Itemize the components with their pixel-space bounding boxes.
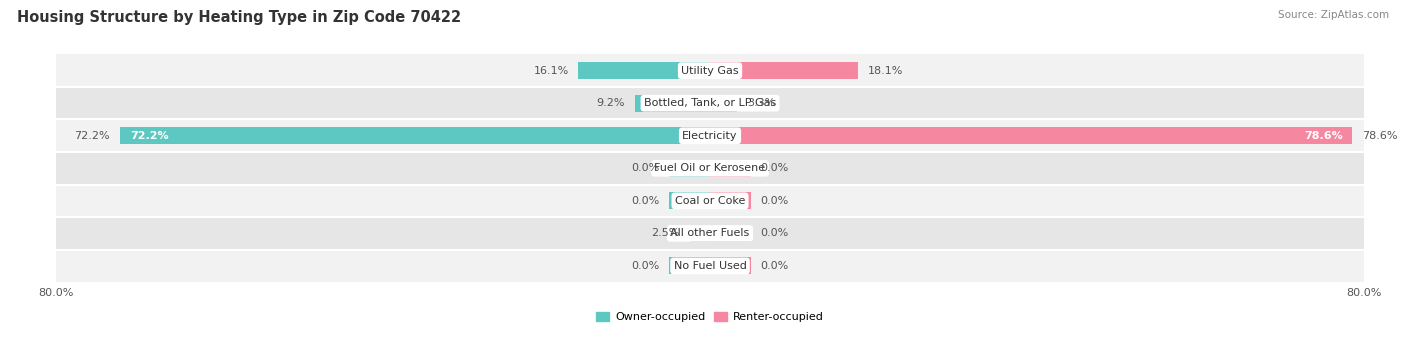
Text: Housing Structure by Heating Type in Zip Code 70422: Housing Structure by Heating Type in Zip… xyxy=(17,10,461,25)
Bar xyxy=(669,192,710,209)
Bar xyxy=(669,257,710,274)
Text: 72.2%: 72.2% xyxy=(129,131,169,141)
Bar xyxy=(710,192,751,209)
Text: 3.3%: 3.3% xyxy=(747,98,775,108)
Text: 9.2%: 9.2% xyxy=(596,98,626,108)
Bar xyxy=(710,160,751,177)
Text: Utility Gas: Utility Gas xyxy=(682,66,738,76)
Legend: Owner-occupied, Renter-occupied: Owner-occupied, Renter-occupied xyxy=(592,307,828,327)
Text: 0.0%: 0.0% xyxy=(761,261,789,271)
Text: 0.0%: 0.0% xyxy=(631,196,659,206)
Bar xyxy=(710,225,751,242)
Text: Source: ZipAtlas.com: Source: ZipAtlas.com xyxy=(1278,10,1389,20)
Text: Coal or Coke: Coal or Coke xyxy=(675,196,745,206)
Bar xyxy=(56,54,1364,87)
Text: 0.0%: 0.0% xyxy=(761,228,789,238)
Bar xyxy=(689,225,710,242)
Text: No Fuel Used: No Fuel Used xyxy=(673,261,747,271)
Bar xyxy=(56,87,1364,119)
Text: Fuel Oil or Kerosene: Fuel Oil or Kerosene xyxy=(654,163,766,173)
Text: 72.2%: 72.2% xyxy=(75,131,110,141)
Bar xyxy=(56,152,1364,185)
Bar xyxy=(56,250,1364,282)
Bar xyxy=(56,217,1364,250)
Text: 0.0%: 0.0% xyxy=(631,261,659,271)
Bar xyxy=(669,160,710,177)
Bar xyxy=(710,257,751,274)
Bar xyxy=(710,95,737,112)
Bar xyxy=(120,127,710,144)
Text: All other Fuels: All other Fuels xyxy=(671,228,749,238)
Text: 78.6%: 78.6% xyxy=(1362,131,1398,141)
Bar xyxy=(636,95,710,112)
Text: 78.6%: 78.6% xyxy=(1303,131,1343,141)
Bar xyxy=(56,119,1364,152)
Bar xyxy=(56,185,1364,217)
Bar xyxy=(578,62,710,79)
Text: 18.1%: 18.1% xyxy=(868,66,903,76)
Text: 0.0%: 0.0% xyxy=(761,196,789,206)
Bar xyxy=(710,62,858,79)
Text: Electricity: Electricity xyxy=(682,131,738,141)
Text: Bottled, Tank, or LP Gas: Bottled, Tank, or LP Gas xyxy=(644,98,776,108)
Bar xyxy=(710,127,1353,144)
Text: 16.1%: 16.1% xyxy=(533,66,568,76)
Text: 0.0%: 0.0% xyxy=(631,163,659,173)
Text: 2.5%: 2.5% xyxy=(651,228,679,238)
Text: 0.0%: 0.0% xyxy=(761,163,789,173)
